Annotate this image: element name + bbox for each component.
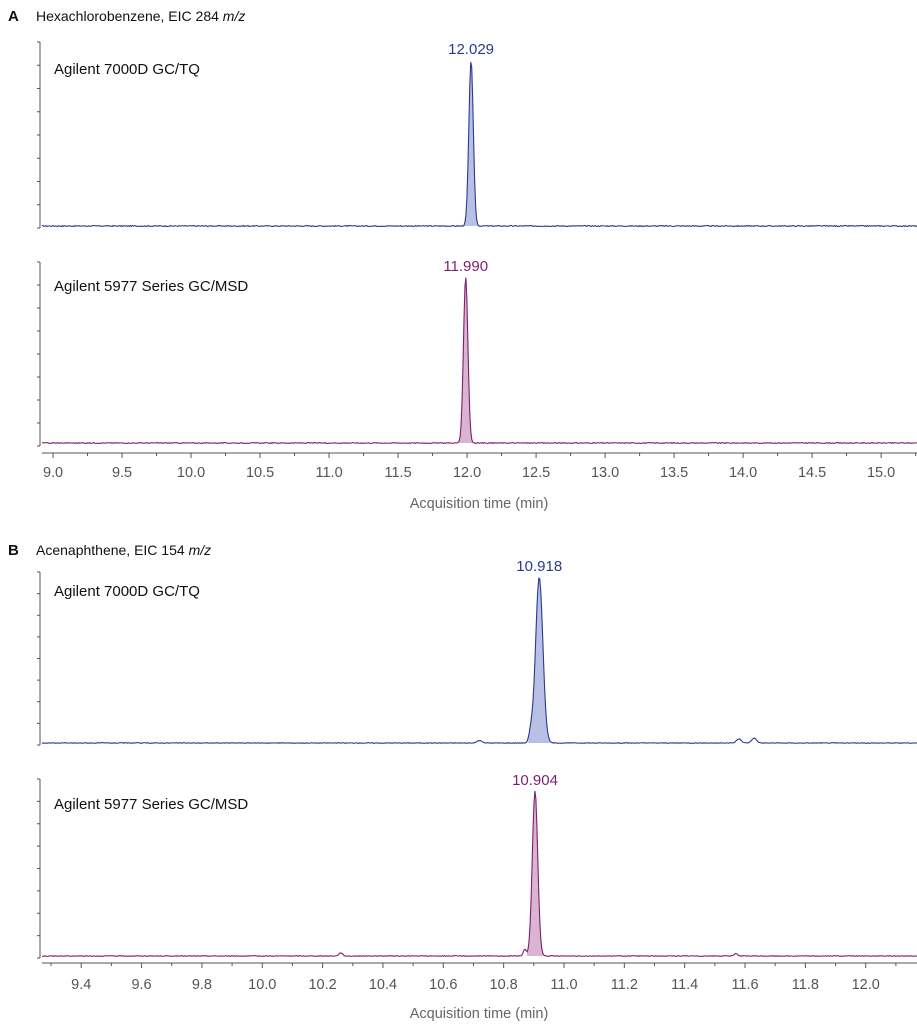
panel-a-bottom-instrument-label: Agilent 5977 Series GC/MSD [54,278,248,295]
panel-a-x-tick-label: 12.0 [453,465,481,481]
panel-a-x-tick-label: 10.5 [246,465,274,481]
panel-a-x-tick-label: 15.0 [867,465,895,481]
panel-a-x-axis-title: Acquisition time (min) [410,496,549,512]
panel-b-x-tick-label: 9.8 [192,977,212,993]
panel-b-x-tick-label: 11.2 [611,977,638,993]
panel-b-title-unit: m/z [189,542,212,558]
panel-a-x-tick-label: 11.5 [384,465,411,481]
panel-b-x-tick-label: 11.8 [792,977,819,993]
panel-a-x-tick-label: 9.0 [43,465,63,481]
panel-a-series-top-peak-label: 12.029 [448,41,494,58]
panel-b-x-tick-label: 9.6 [131,977,151,993]
panel-b-x-tick-label: 10.0 [248,977,276,993]
panel-b-x-tick-label: 10.2 [308,977,336,993]
panel-b-series-top-peak-fill [528,577,551,743]
panel-a-x-tick-label: 10.0 [177,465,205,481]
panel-a-title-unit: m/z [223,8,246,24]
panel-a-x-tick-label: 9.5 [112,465,132,481]
panel-a-title: Hexachlorobenzene, EIC 284 m/z [36,8,245,24]
panel-a-x-tick-label: 11.0 [315,465,342,481]
panel-b-x-tick-label: 10.6 [429,977,457,993]
panel-a-x-tick-label: 14.5 [798,465,826,481]
panel-a-series-bottom-trace [41,277,917,445]
panel-a-x-tick-label: 14.0 [729,465,757,481]
panel-a-letter: A [8,8,19,25]
panel-b-series-bottom-peak-label: 10.904 [512,772,558,789]
panel-b-top-instrument-label: Agilent 7000D GC/TQ [54,583,200,600]
panel-b-x-tick-label: 9.4 [71,977,91,993]
panel-b-bottom-instrument-label: Agilent 5977 Series GC/MSD [54,796,248,813]
panel-a-series-bottom-peak-label: 11.990 [443,258,488,275]
panel-a-x-tick-label: 12.5 [522,465,550,481]
panel-b-x-tick-label: 11.6 [731,977,758,993]
panel-a-top-instrument-label: Agilent 7000D GC/TQ [54,61,200,78]
panel-b-x-tick-label: 10.8 [490,977,518,993]
panel-a-x-tick-label: 13.5 [660,465,688,481]
plot-layer: 9.0 9.5 10.0 10.5 11.0 11.5 12.0 12.5 13.0 13.5 14… [37,41,917,993]
panel-b-letter: B [8,542,19,559]
panel-b-title: Acenaphthene, EIC 154 m/z [36,542,211,558]
panel-b-series-top-peak-label: 10.918 [516,558,562,575]
panel-b-x-axis-title: Acquisition time (min) [410,1006,549,1022]
panel-b-x-tick-label: 11.0 [550,977,577,993]
panel-a-x-tick-label: 13.0 [591,465,619,481]
panel-a-series-top-trace [41,62,917,228]
panel-b-x-tick-label: 12.0 [852,977,880,993]
panel-b-series-bottom-trace [41,790,917,957]
panel-b-x-tick-label: 10.4 [369,977,397,993]
panel-b-x-tick-label: 11.4 [671,977,698,993]
panel-b-title-text: Acenaphthene, EIC 154 [36,542,185,558]
panel-a-title-text: Hexachlorobenzene, EIC 284 [36,8,219,24]
panel-b-series-top-trace [41,577,917,744]
